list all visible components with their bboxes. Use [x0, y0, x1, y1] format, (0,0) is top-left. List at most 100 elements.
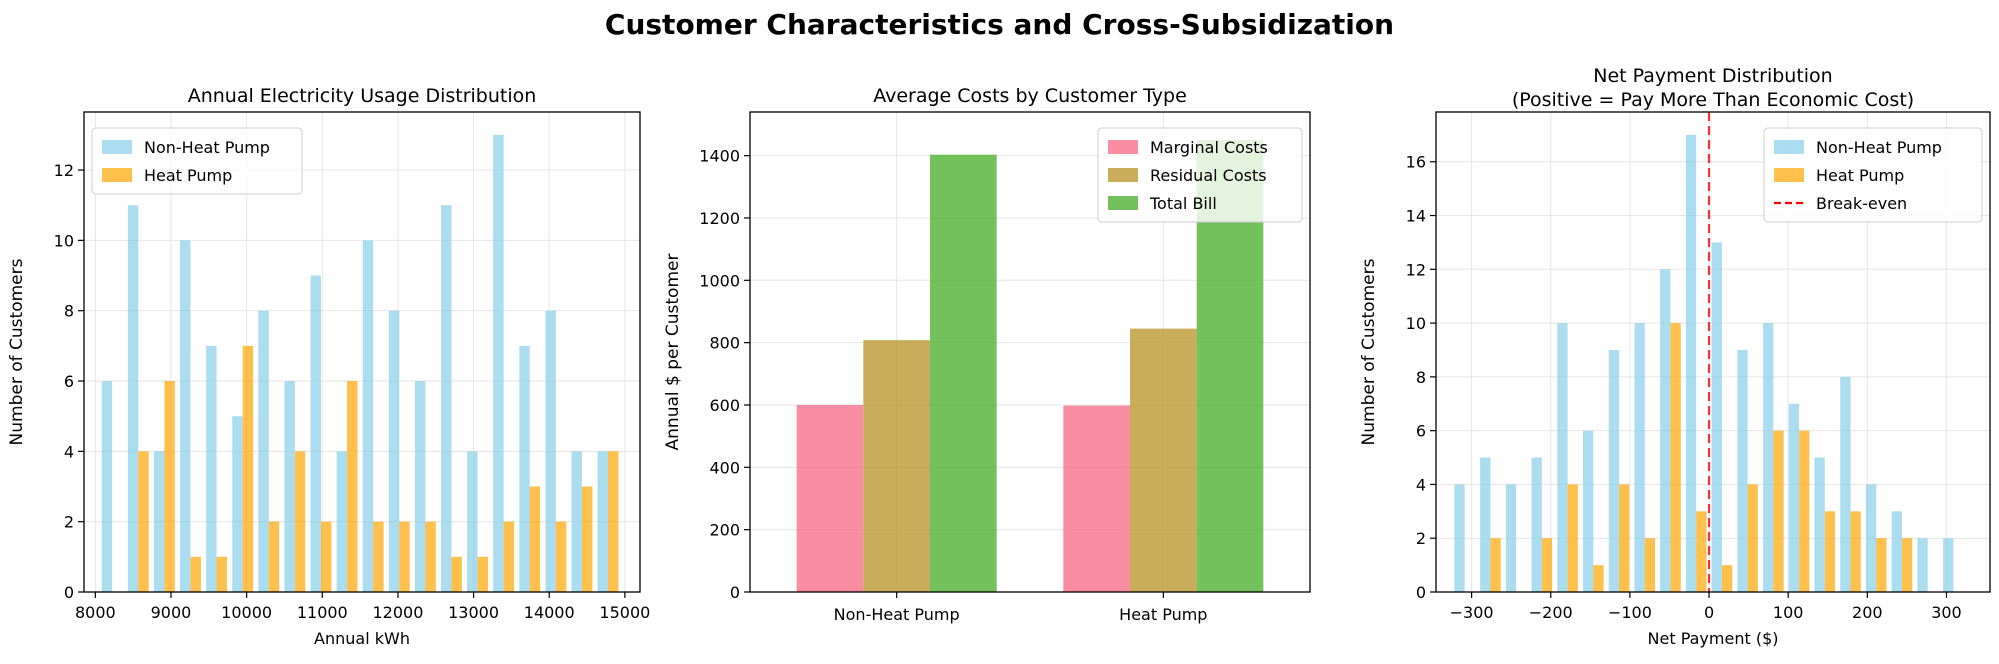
- bar-heat-pump: [555, 521, 567, 592]
- legend-box: [91, 127, 303, 195]
- y-tick-label: 1400: [699, 147, 740, 166]
- legend-label: Total Bill: [1149, 194, 1217, 213]
- chart-1: 0 2 4 6 8 10 12 8000 9000 10000 11000 12000 13000 140…: [7, 85, 650, 648]
- y-tick-label: 6: [1416, 422, 1426, 441]
- legend-label: Heat Pump: [1816, 166, 1904, 185]
- bar-heat-pump: [294, 451, 306, 592]
- bar-heat-pump: [347, 381, 358, 592]
- y-axis-label: Number of Customers: [7, 258, 27, 445]
- y-tick-label: 0: [730, 583, 740, 602]
- bar-non-heat-pump: [1814, 457, 1825, 592]
- bar-non-heat-pump: [1711, 242, 1722, 592]
- y-tick-label: 4: [1416, 475, 1426, 494]
- bar-heat-pump: [1747, 484, 1758, 592]
- bar-non-heat-pump: [571, 451, 582, 592]
- bar-non-heat-pump: [1917, 538, 1928, 592]
- bar-heat-pump: [190, 556, 201, 592]
- y-tick-label: 4: [64, 442, 74, 461]
- x-tick-label: 9000: [151, 603, 192, 622]
- x-tick-label: 11000: [297, 603, 348, 622]
- legend-swatch: [1774, 140, 1804, 154]
- legend-label: Heat Pump: [144, 166, 232, 185]
- legend-swatch: [102, 140, 132, 154]
- bar-heat-pump: [320, 521, 332, 592]
- y-tick-label: 2: [1416, 529, 1426, 548]
- bar-non-heat-pump: [1505, 484, 1517, 592]
- x-tick-label: 8000: [75, 603, 116, 622]
- bar-non-heat-pump: [1685, 134, 1697, 592]
- legend: Non-Heat Pump Heat Pump Break-even: [1763, 127, 1983, 223]
- chart-title: Annual Electricity Usage Distribution: [188, 85, 537, 107]
- bar-heat-pump: [1696, 511, 1707, 592]
- bar-non-heat-pump: [1608, 349, 1620, 592]
- bar-heat-pump: [1670, 323, 1681, 592]
- x-tick-label: Heat Pump: [1119, 605, 1207, 624]
- bar-heat-pump: [1490, 538, 1501, 592]
- y-tick-label: 10: [1406, 314, 1426, 333]
- chart-3: 0 2 4 6 8 10 12 14 16 −300 −200 −100 0 100 200 300 Net P…: [1359, 65, 1991, 648]
- bar-non-heat-pump: [336, 451, 348, 592]
- bar-heat-pump: [1593, 565, 1604, 592]
- bar-heat-pump: [1644, 538, 1656, 592]
- bar-non-heat-pump: [1557, 323, 1568, 592]
- y-tick-label: 6: [64, 372, 74, 391]
- bar-heat-pump: [1901, 538, 1913, 592]
- legend-label: Non-Heat Pump: [1816, 138, 1942, 157]
- x-tick-label: 100: [1773, 603, 1804, 622]
- bar-non-heat-pump: [258, 310, 269, 592]
- x-axis-label: Net Payment ($): [1648, 629, 1779, 648]
- bar-heat-pump: [373, 521, 384, 592]
- y-tick-label: 8: [1416, 368, 1426, 387]
- y-tick-label: 600: [709, 396, 740, 415]
- bar-non-heat-pump: [1583, 430, 1594, 592]
- bar-non-heat-pump: [180, 240, 191, 592]
- bar-heat-pump: [268, 521, 280, 592]
- bar-non-heat-pump: [597, 451, 609, 592]
- bar-heat-pump: [451, 556, 462, 592]
- bar-non-heat-pump: [414, 381, 426, 592]
- plot-frame: [749, 111, 1311, 593]
- legend-label: Residual Costs: [1150, 166, 1267, 185]
- bar-heat-pump: [1824, 511, 1836, 592]
- legend-swatch: [102, 168, 132, 182]
- legend-label: Marginal Costs: [1150, 138, 1268, 157]
- bar-non-heat-pump: [153, 451, 165, 592]
- legend-box: [1097, 127, 1303, 223]
- bar-non-heat-pump: [388, 310, 400, 592]
- bar-heat-pump: [242, 345, 254, 592]
- bar-heat-pump: [1850, 511, 1861, 592]
- bar-non-heat-pump: [467, 451, 478, 592]
- figure-title: Customer Characteristics and Cross-Subsi…: [604, 8, 1395, 41]
- y-tick-label: 10: [54, 231, 74, 250]
- bar-non-heat-pump: [1865, 484, 1877, 592]
- x-tick-label: −200: [1529, 603, 1573, 622]
- bar-heat-pump: [581, 486, 593, 592]
- bar-heat-pump: [1567, 484, 1578, 592]
- y-tick-label: 1200: [699, 209, 740, 228]
- bar-heat-pump: [164, 381, 175, 592]
- bar-non-heat-pump: [101, 381, 113, 592]
- y-tick-label: 1000: [699, 271, 740, 290]
- x-tick-label: −300: [1450, 603, 1494, 622]
- y-axis-label: Annual $ per Customer: [663, 254, 683, 451]
- bar-non-heat-pump: [362, 240, 374, 592]
- x-axis-label: Annual kWh: [314, 629, 410, 648]
- bar-non-heat-pump: [1634, 323, 1645, 592]
- legend-swatch: [1108, 140, 1138, 154]
- y-tick-label: 16: [1406, 153, 1426, 172]
- y-axis-label: Number of Customers: [1359, 258, 1379, 445]
- bar-non-heat-pump: [519, 345, 530, 592]
- chart-subtitle: (Positive = Pay More Than Economic Cost): [1512, 89, 1914, 111]
- x-tick-label: Non-Heat Pump: [834, 605, 960, 624]
- y-tick-label: 12: [1406, 260, 1426, 279]
- bar-heat-pump: [138, 451, 149, 592]
- bar-non-heat-pump: [1943, 538, 1954, 592]
- y-tick-label: 14: [1406, 207, 1426, 226]
- bar-heat-pump: [503, 521, 515, 592]
- bar-non-heat-pump: [310, 275, 321, 592]
- x-tick-label: 10000: [221, 603, 272, 622]
- bar-marginal-costs: [796, 404, 864, 592]
- bar-heat-pump: [608, 451, 619, 592]
- legend-swatch: [1108, 196, 1138, 210]
